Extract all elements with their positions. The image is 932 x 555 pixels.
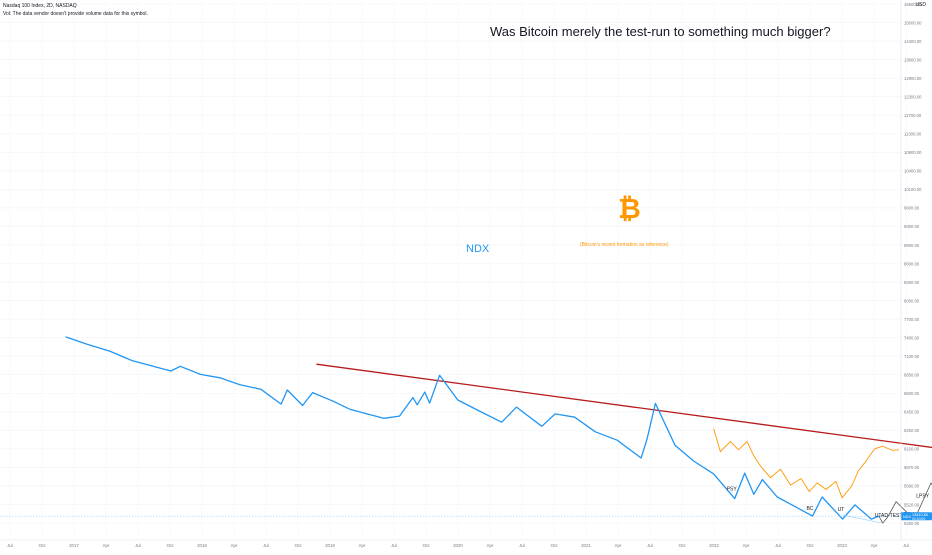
y-tick-label: 6100.00	[904, 447, 920, 452]
y-tick-label: 6450.00	[904, 410, 920, 415]
x-tick-label: Jul	[647, 543, 653, 548]
price-tag-box	[901, 512, 932, 521]
ndx-label: NDX	[466, 243, 490, 255]
x-tick-label: Jul	[7, 543, 13, 548]
y-tick-label: 12300.00	[904, 94, 922, 99]
y-tick-label: 15600.00	[904, 2, 922, 7]
projection-path	[878, 482, 932, 524]
x-tick-label: Oct	[423, 543, 431, 548]
y-tick-label: 12900.00	[904, 76, 922, 81]
x-tick-label: Oct	[295, 543, 303, 548]
wyckoff-label: PSY	[727, 487, 738, 493]
bitcoin-note: (Bitcoin's recent formation as reference…	[580, 242, 669, 248]
y-tick-label: 11700.00	[904, 113, 922, 118]
x-tick-label: Oct	[679, 543, 687, 548]
x-tick-label: Apr	[743, 543, 750, 548]
chart-title: Was Bitcoin merely the test-run to somet…	[490, 24, 831, 39]
x-tick-label: Apr	[359, 543, 366, 548]
x-tick-label: Jul	[391, 543, 397, 548]
symbol-header: Nasdaq 100 Index, 2D, NASDAQ	[3, 3, 77, 9]
y-tick-label: 8600.00	[904, 261, 920, 266]
trendline	[316, 363, 932, 449]
x-tick-label: Oct	[807, 543, 815, 548]
y-tick-label: 10400.00	[904, 169, 922, 174]
y-tick-label: 9600.00	[904, 206, 920, 211]
y-tick-label: 15000.00	[904, 20, 922, 25]
x-tick-label: 2019	[325, 543, 335, 548]
volume-note: Vol: The data vendor doesn't provide vol…	[3, 11, 148, 17]
x-tick-label: Apr	[615, 543, 622, 548]
y-tick-label: 7400.00	[904, 335, 920, 340]
y-tick-label: 10100.00	[904, 187, 922, 192]
y-tick-label: 6250.00	[904, 428, 920, 433]
y-tick-label: 8300.00	[904, 280, 920, 285]
x-tick-label: Apr	[871, 543, 878, 548]
x-tick-label: Jul	[519, 543, 525, 548]
wyckoff-label: UTAD-TEST	[875, 513, 903, 519]
y-tick-label: 13600.00	[904, 57, 922, 62]
y-tick-label: 5870.00	[904, 465, 920, 470]
y-tick-label: 8000.00	[904, 298, 920, 303]
x-tick-label: Oct	[39, 543, 47, 548]
x-tick-label: 2022	[709, 543, 719, 548]
wyckoff-label: BC	[807, 506, 814, 512]
x-tick-label: Jul	[903, 543, 909, 548]
x-tick-label: Jul	[775, 543, 781, 548]
x-tick-label: Apr	[103, 543, 110, 548]
x-tick-label: Apr	[487, 543, 494, 548]
ndx-price-line	[65, 336, 880, 520]
price-tag-value: 13810.86	[912, 513, 928, 517]
wyckoff-label: UT	[838, 507, 845, 513]
x-tick-label: 2018	[197, 543, 207, 548]
y-tick-label: 5520.00	[904, 502, 920, 507]
y-tick-label: 7700.00	[904, 317, 920, 322]
y-tick-label: 8900.00	[904, 243, 920, 248]
bitcoin-reference-line	[713, 428, 900, 499]
x-tick-label: Oct	[551, 543, 559, 548]
y-tick-label: 14400.00	[904, 39, 922, 44]
y-tick-label: 5690.00	[904, 484, 920, 489]
price-tag-countdown: 02:10:00	[912, 517, 925, 521]
y-tick-label: 11300.00	[904, 132, 922, 137]
y-tick-label: 9300.00	[904, 224, 920, 229]
y-tick-label: 7100.00	[904, 354, 920, 359]
y-tick-label: 5400.00	[904, 521, 920, 526]
wyckoff-label: LPSY	[916, 494, 929, 500]
currency-label: USD	[915, 2, 926, 8]
price-tag-symbol: NDX	[903, 515, 911, 519]
y-tick-label: 10900.00	[904, 150, 922, 155]
x-tick-label: Oct	[167, 543, 175, 548]
bitcoin-icon: ₿	[618, 193, 641, 224]
x-tick-label: Jul	[263, 543, 269, 548]
y-tick-label: 6600.00	[904, 391, 920, 396]
x-tick-label: 2020	[453, 543, 463, 548]
grid-lines	[0, 0, 907, 540]
x-tick-label: 2023	[837, 543, 847, 548]
x-tick-label: 2021	[581, 543, 591, 548]
y-tick-label: 6850.00	[904, 373, 920, 378]
x-tick-label: 2017	[69, 543, 79, 548]
x-tick-label: Apr	[231, 543, 238, 548]
x-tick-label: Jul	[135, 543, 141, 548]
